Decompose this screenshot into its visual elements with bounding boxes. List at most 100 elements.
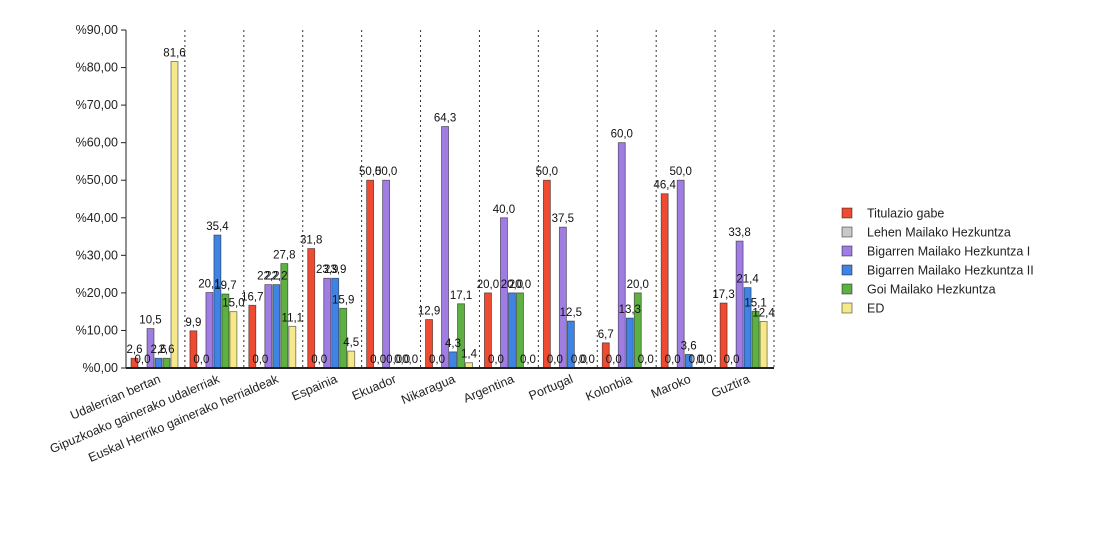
bar <box>347 350 356 369</box>
data-label: 46,4 <box>653 180 676 192</box>
bar <box>366 179 375 369</box>
bar <box>229 311 238 369</box>
data-label: 81,6 <box>163 48 185 60</box>
y-tick-labels: %0,00 %10,00 %20,00 %30,00 %40,00 %50,00 %60,0… <box>76 23 126 375</box>
data-label: 20,0 <box>627 279 649 291</box>
data-label: 0,0 <box>429 354 445 366</box>
data-label: 20,1 <box>198 279 220 291</box>
data-label: 17,3 <box>712 289 734 301</box>
data-label: 35,4 <box>206 221 229 233</box>
x-tick-label: Maroko <box>649 372 693 401</box>
data-label: 50,0 <box>669 166 691 178</box>
data-label: 0,0 <box>386 354 402 366</box>
y-tick-label: %30,00 <box>76 248 118 262</box>
data-label: 23,9 <box>324 264 346 276</box>
x-tick-label: Portugal <box>527 372 575 403</box>
y-tick-label: %60,00 <box>76 136 118 150</box>
legend-swatch <box>841 264 853 276</box>
x-tick-label: Espainia <box>290 372 340 404</box>
legend-label: Goi Mailako Hezkuntza <box>867 283 996 297</box>
y-tick-label: %0,00 <box>83 361 118 375</box>
bars <box>130 61 768 369</box>
data-label: 4,5 <box>343 337 359 349</box>
data-label: 60,0 <box>611 129 633 141</box>
data-label: 15,0 <box>222 298 244 310</box>
data-label: 0,0 <box>311 354 327 366</box>
data-label: 22,2 <box>265 271 287 283</box>
bar <box>382 179 391 369</box>
data-label: 2,6 <box>159 344 175 356</box>
data-label: 0,0 <box>571 354 587 366</box>
data-label: 20,0 <box>509 279 531 291</box>
data-label: 0,0 <box>488 354 504 366</box>
bar <box>331 277 340 369</box>
data-label: 2,6 <box>127 344 143 356</box>
data-label: 10,5 <box>139 315 161 327</box>
data-label: 0,0 <box>689 354 705 366</box>
bar <box>154 357 163 369</box>
data-label: 64,3 <box>434 113 456 125</box>
data-label: 37,5 <box>552 213 574 225</box>
bar <box>170 61 179 369</box>
data-label: 15,1 <box>744 297 766 309</box>
data-label: 33,8 <box>728 227 750 239</box>
legend-swatch <box>841 226 853 238</box>
legend-label: Bigarren Mailako Hezkuntza I <box>867 245 1030 259</box>
x-tick-label: Kolonbia <box>584 372 634 404</box>
legend-swatch <box>841 207 853 219</box>
bar <box>751 310 760 369</box>
legend-label: Titulazio gabe <box>867 207 944 221</box>
data-label: 0,0 <box>697 354 713 366</box>
bar <box>735 240 744 369</box>
y-tick-label: %80,00 <box>76 61 118 75</box>
data-label: 15,9 <box>332 294 354 306</box>
data-label: 50,0 <box>359 166 381 178</box>
y-tick-label: %50,00 <box>76 173 118 187</box>
bar <box>288 325 297 369</box>
legend-label: ED <box>867 302 884 316</box>
bar <box>625 317 634 369</box>
data-label: 0,0 <box>252 354 268 366</box>
data-label: 20,0 <box>501 279 523 291</box>
bar <box>162 357 171 369</box>
data-label: 21,4 <box>736 274 759 286</box>
x-tick-label: Guztira <box>709 372 752 401</box>
data-label: 22,2 <box>257 271 279 283</box>
axes <box>125 30 774 369</box>
legend-swatch <box>841 245 853 257</box>
bar <box>617 142 626 369</box>
data-label: 0,0 <box>606 354 622 366</box>
data-label: 13,3 <box>619 304 641 316</box>
bar <box>213 234 222 369</box>
data-label: 12,5 <box>560 307 582 319</box>
data-label: 0,0 <box>370 354 386 366</box>
data-label: 31,8 <box>300 235 322 247</box>
data-label: 3,6 <box>681 340 697 352</box>
data-label: 0,0 <box>579 354 595 366</box>
grid-lines <box>184 30 775 368</box>
data-label: 0,0 <box>638 354 654 366</box>
legend-swatch <box>841 283 853 295</box>
data-labels: 2,6 9,9 16,7 31,8 50,0 12,9 20,0 50,0 6,7 46,4 17,… <box>127 48 776 366</box>
data-label: 19,7 <box>214 280 236 292</box>
data-label: 0,0 <box>520 354 536 366</box>
bar <box>542 179 551 369</box>
bar <box>441 126 449 369</box>
data-label: 0,0 <box>402 354 418 366</box>
data-label: 0,0 <box>394 354 410 366</box>
data-label: 0,0 <box>665 354 681 366</box>
data-label: 40,0 <box>493 204 515 216</box>
data-label: 50,0 <box>536 166 558 178</box>
data-label: 17,1 <box>450 290 472 302</box>
y-tick-label: %40,00 <box>76 211 118 225</box>
bar <box>558 226 567 369</box>
y-tick-label: %20,00 <box>76 286 118 300</box>
data-label: 50,0 <box>375 166 397 178</box>
x-tick-label: Nikaragua <box>399 372 457 407</box>
data-label: 12,9 <box>418 306 440 318</box>
x-tick-label: Ekuador <box>350 372 398 403</box>
data-label: 23,9 <box>316 264 338 276</box>
bar <box>660 193 669 369</box>
